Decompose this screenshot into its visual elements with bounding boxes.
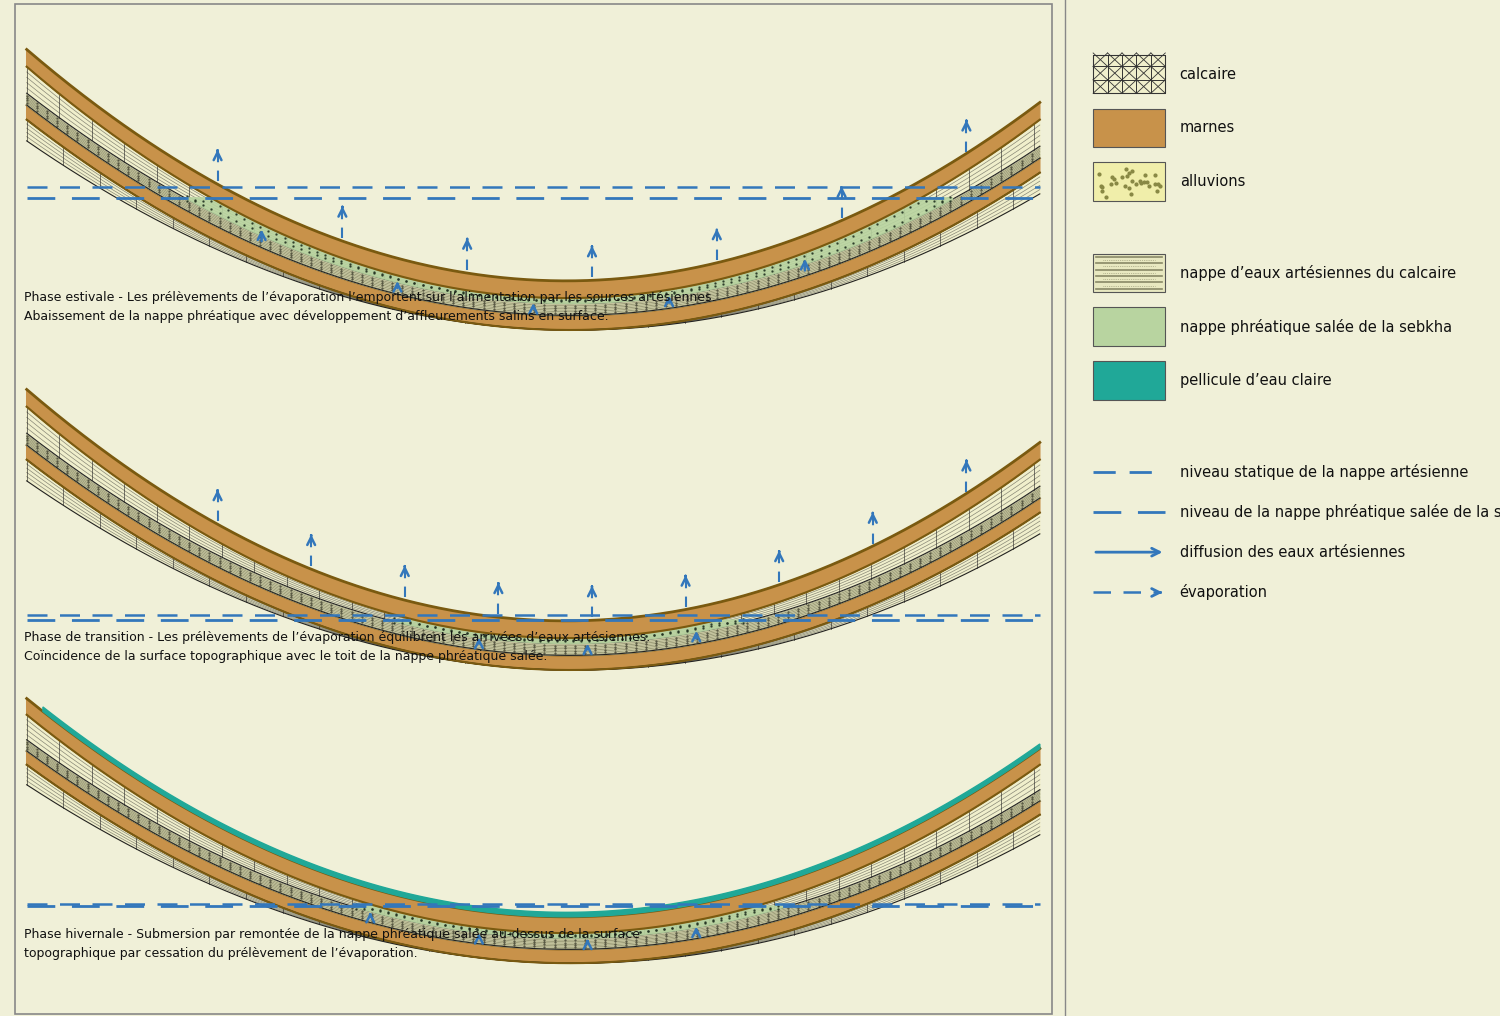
- Point: [1089, 178, 1113, 194]
- Point: [1104, 175, 1128, 191]
- Bar: [1094, 308, 1166, 345]
- Point: [1110, 169, 1134, 185]
- Polygon shape: [188, 198, 952, 304]
- Polygon shape: [27, 445, 1039, 670]
- Polygon shape: [27, 751, 1039, 963]
- Text: diffusion des eaux artésiennes: diffusion des eaux artésiennes: [1179, 545, 1406, 560]
- Polygon shape: [27, 433, 1039, 655]
- Polygon shape: [27, 714, 1039, 938]
- Text: Phase estivale - Les prélèvements de l’évaporation l’emportent sur l’alimentatio: Phase estivale - Les prélèvements de l’é…: [24, 291, 716, 323]
- Polygon shape: [27, 50, 1039, 298]
- Point: [1144, 183, 1168, 199]
- Polygon shape: [27, 93, 1039, 315]
- Point: [1136, 174, 1160, 190]
- Polygon shape: [356, 906, 784, 938]
- Polygon shape: [27, 699, 1039, 933]
- Point: [1137, 178, 1161, 194]
- Polygon shape: [27, 105, 1039, 330]
- Point: [1102, 172, 1126, 188]
- Polygon shape: [27, 765, 1039, 963]
- Point: [1114, 168, 1138, 184]
- Bar: [1094, 361, 1166, 399]
- Text: alluvions: alluvions: [1179, 174, 1245, 189]
- Point: [1124, 176, 1148, 192]
- Point: [1120, 173, 1144, 189]
- Point: [1118, 166, 1142, 182]
- Polygon shape: [27, 406, 1039, 643]
- Text: pellicule d’eau claire: pellicule d’eau claire: [1179, 373, 1332, 388]
- Point: [1090, 183, 1114, 199]
- Point: [1146, 176, 1170, 192]
- Point: [1114, 161, 1138, 177]
- Text: calcaire: calcaire: [1179, 67, 1236, 81]
- Point: [1119, 164, 1143, 180]
- Point: [1100, 176, 1124, 192]
- Point: [1119, 186, 1143, 202]
- Point: [1088, 166, 1112, 182]
- Polygon shape: [27, 740, 1039, 949]
- Point: [1128, 173, 1152, 189]
- Polygon shape: [27, 120, 1039, 330]
- Polygon shape: [27, 389, 1039, 638]
- Bar: [1094, 254, 1166, 292]
- Point: [1128, 175, 1152, 191]
- Text: Phase hivernale - Submersion par remontée de la nappe phréatique salée au-dessus: Phase hivernale - Submersion par remonté…: [24, 928, 639, 960]
- Text: nappe d’eaux artésiennes du calcaire: nappe d’eaux artésiennes du calcaire: [1179, 265, 1456, 280]
- Point: [1143, 176, 1167, 192]
- Text: marnes: marnes: [1179, 120, 1234, 135]
- Point: [1143, 167, 1167, 183]
- Point: [1100, 170, 1124, 186]
- Text: nappe phréatique salée de la sebkha: nappe phréatique salée de la sebkha: [1179, 319, 1452, 334]
- Text: niveau de la nappe phréatique salée de la sebkha: niveau de la nappe phréatique salée de l…: [1179, 504, 1500, 520]
- Polygon shape: [27, 459, 1039, 671]
- Bar: [1094, 109, 1166, 147]
- Polygon shape: [394, 620, 746, 643]
- Text: niveau statique de la nappe artésienne: niveau statique de la nappe artésienne: [1179, 463, 1468, 480]
- Point: [1148, 178, 1172, 194]
- Polygon shape: [44, 707, 1040, 916]
- Text: évaporation: évaporation: [1179, 584, 1268, 600]
- Point: [1118, 181, 1142, 197]
- Point: [1094, 189, 1118, 205]
- Point: [1131, 174, 1155, 190]
- Bar: [1094, 163, 1166, 201]
- Point: [1113, 178, 1137, 194]
- Text: Phase de transition - Les prélèvements de l’évaporation équilibrent les arrivées: Phase de transition - Les prélèvements d…: [24, 631, 650, 663]
- Polygon shape: [27, 67, 1039, 304]
- Bar: [1094, 55, 1166, 93]
- Point: [1090, 179, 1114, 195]
- Point: [1132, 167, 1156, 183]
